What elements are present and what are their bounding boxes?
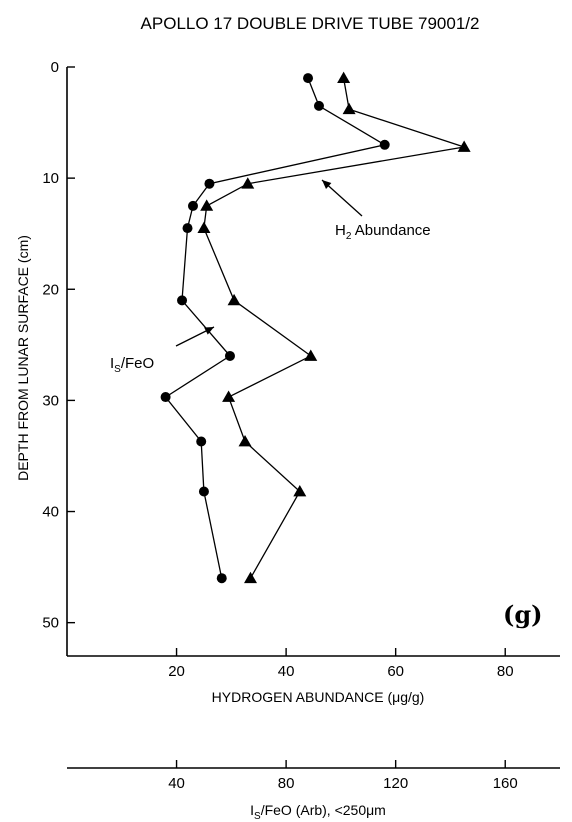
x-axis-label: HYDROGEN ABUNDANCE (μg/g)	[212, 689, 425, 705]
y-axis-label: DEPTH FROM LUNAR SURFACE (cm)	[15, 235, 31, 481]
y-tick-label: 10	[42, 170, 59, 187]
plot-frame	[66, 67, 560, 657]
point-h2	[197, 221, 211, 234]
point-is-feo	[303, 73, 314, 84]
point-is-feo	[224, 350, 235, 361]
x-axis-hydrogen: 20 40 60 80	[168, 648, 514, 680]
point-is-feo	[198, 486, 209, 497]
panel-label: (g)	[503, 600, 543, 629]
x2-axis-label: IS/FeO (Arb), <250μm	[250, 802, 386, 822]
point-is-feo	[177, 295, 188, 306]
point-h2	[304, 349, 318, 361]
point-h2	[342, 102, 356, 115]
point-h2	[200, 199, 214, 211]
point-is-feo	[187, 200, 198, 211]
point-h2	[337, 71, 351, 83]
annotation-is-feo-arrow-head	[204, 327, 214, 335]
point-is-feo	[379, 139, 390, 150]
x-tick-label: 80	[497, 663, 514, 680]
x2-tick-label: 40	[168, 775, 185, 792]
annotation-h2-abundance: H2 Abundance	[335, 222, 431, 242]
y-tick-label: 20	[42, 281, 59, 298]
y-tick-label: 0	[51, 59, 59, 76]
series-line-is-feo	[164, 77, 387, 579]
point-h2	[241, 177, 255, 189]
x-tick-label: 20	[168, 663, 185, 680]
chart-title: APOLLO 17 DOUBLE DRIVE TUBE 79001/2	[141, 14, 480, 33]
y-tick-label: 50	[42, 615, 59, 632]
annotation-is-feo: IS/FeO	[110, 355, 154, 375]
point-h2	[222, 390, 236, 402]
point-h2	[244, 571, 258, 584]
point-h2	[457, 140, 471, 152]
point-is-feo	[196, 436, 207, 447]
point-is-feo	[204, 178, 215, 189]
x2-tick-label: 160	[493, 775, 518, 792]
x-tick-label: 60	[387, 663, 404, 680]
point-is-feo	[313, 100, 324, 111]
annotations: H2 Abundance IS/FeO	[110, 179, 431, 375]
x2-tick-label: 120	[383, 775, 408, 792]
point-h2	[227, 293, 241, 306]
point-h2	[293, 485, 307, 497]
x-tick-label: 40	[278, 663, 295, 680]
point-is-feo	[216, 573, 227, 584]
point-is-feo	[182, 223, 193, 234]
point-h2	[238, 435, 252, 447]
y-tick-label: 30	[42, 392, 59, 409]
series-layer	[160, 71, 471, 584]
series-line-h2	[203, 77, 465, 579]
x2-axis-label-text: IS/FeO (Arb), <250μm	[250, 802, 386, 822]
x-axis-is-feo: 40 80 120 160	[67, 760, 560, 792]
x2-tick-label: 80	[278, 775, 295, 792]
y-tick-label: 40	[42, 504, 59, 521]
point-is-feo	[160, 392, 171, 403]
annotation-h2-arrow-head	[322, 180, 332, 189]
y-axis: 0 10 20 30 40 50	[42, 59, 75, 632]
